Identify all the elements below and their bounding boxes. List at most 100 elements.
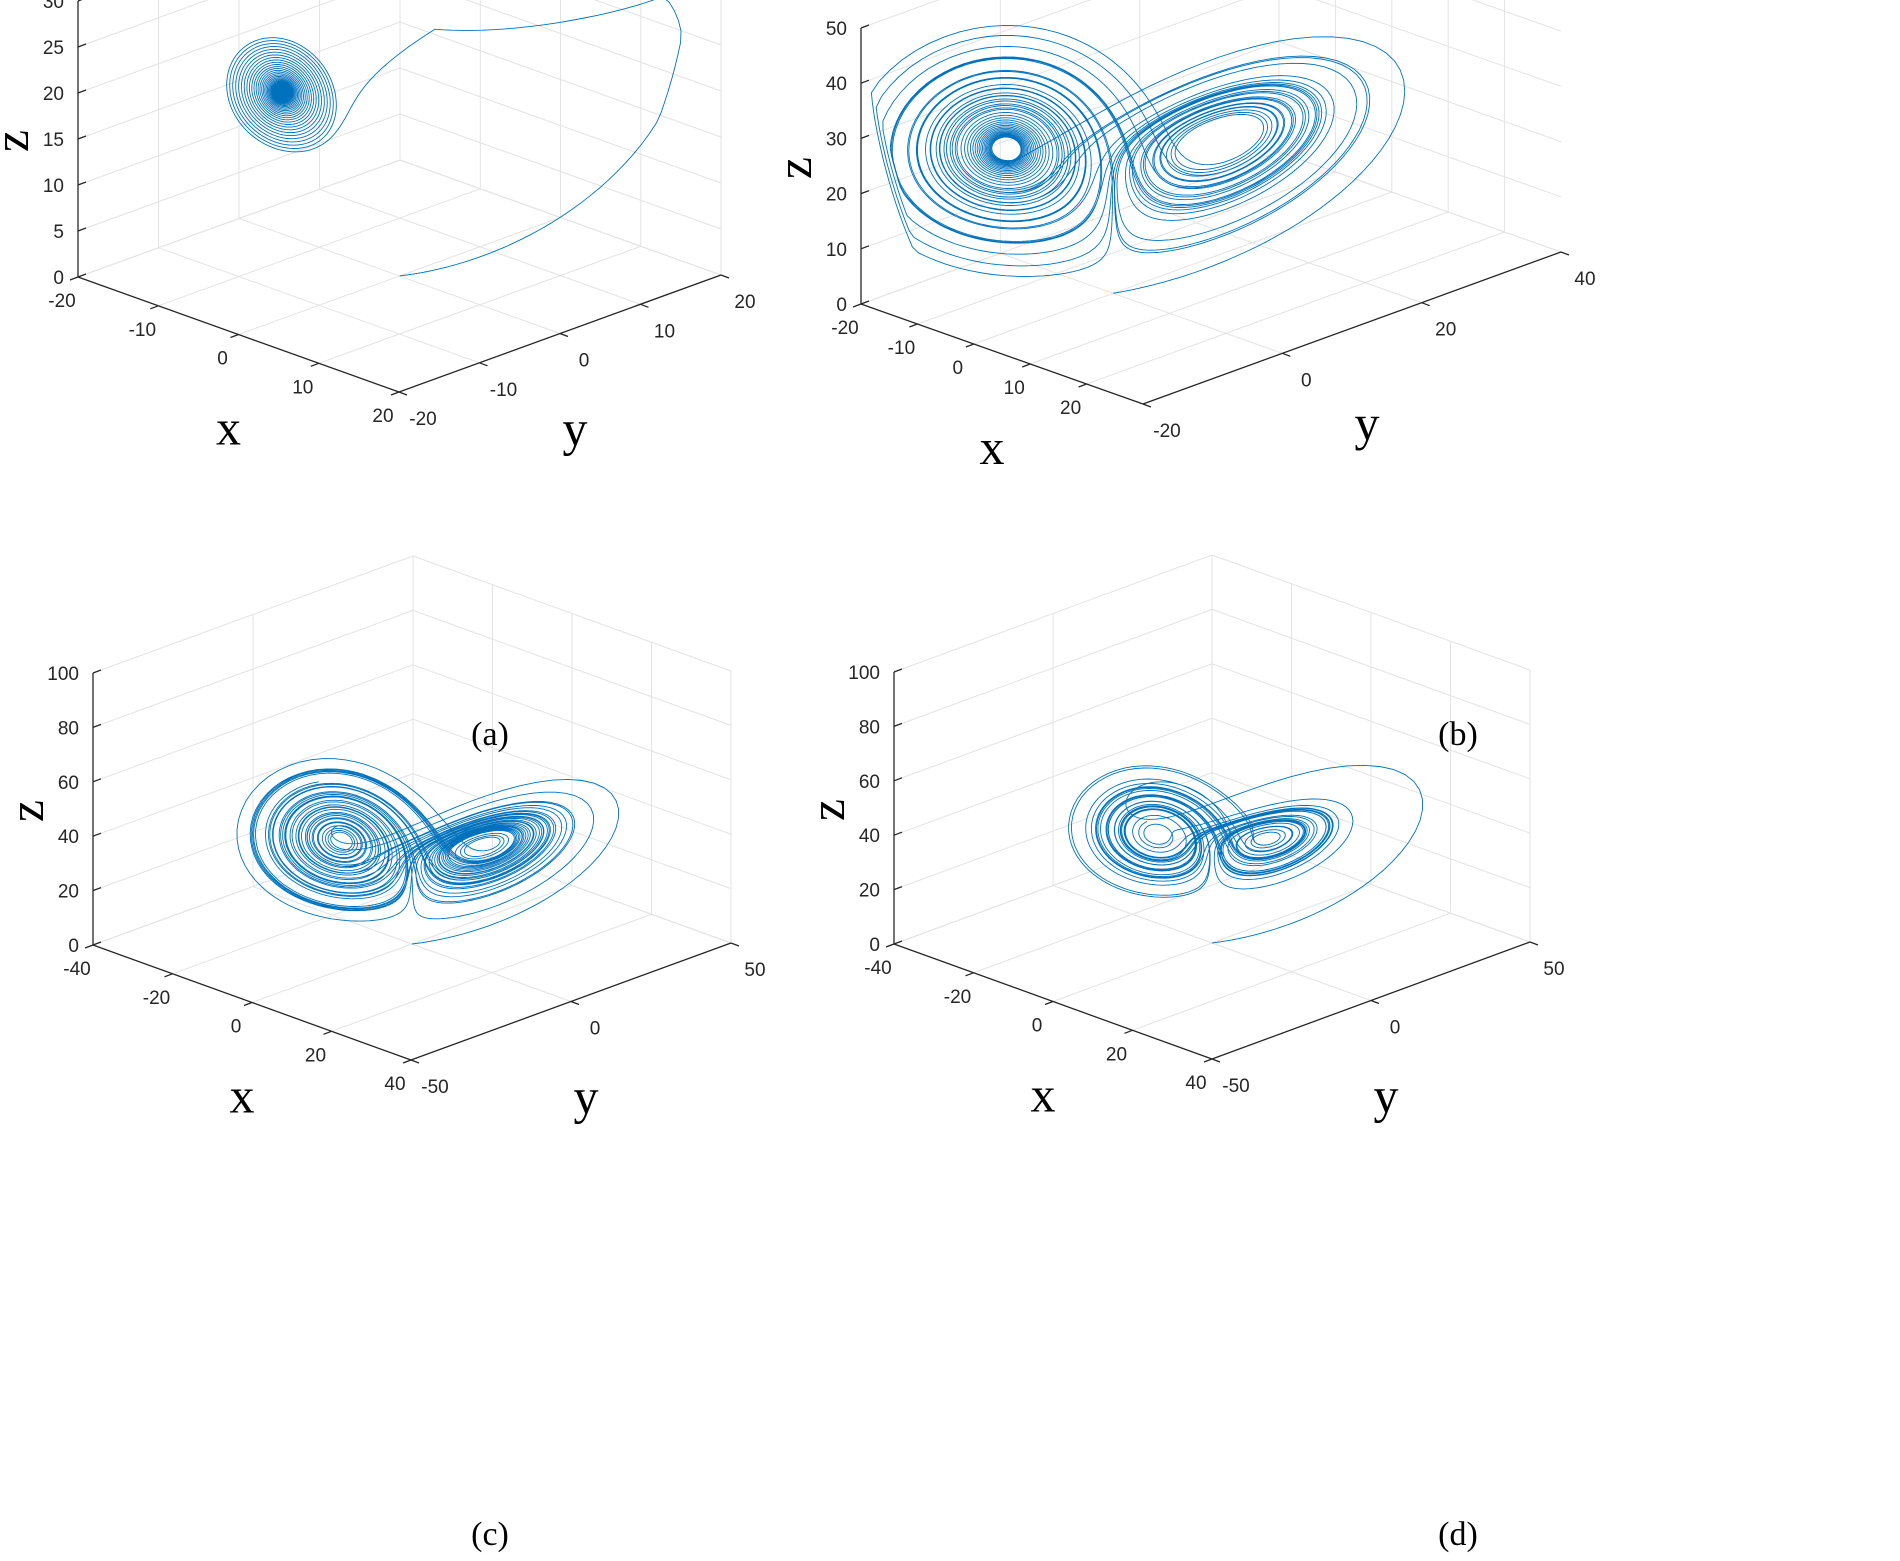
x-tick-mark xyxy=(965,343,975,348)
z-tick-mark xyxy=(92,723,102,729)
z-axis-label: z xyxy=(799,799,855,821)
z-tick-mark xyxy=(893,722,903,728)
z-tick-label: 60 xyxy=(58,773,79,794)
grid-line xyxy=(1211,608,1531,725)
grid-line xyxy=(893,772,1213,891)
y-tick-label: 50 xyxy=(744,960,765,981)
y-tick-label: -20 xyxy=(409,409,436,430)
z-tick-mark xyxy=(92,778,102,783)
x-tick-label: 40 xyxy=(1185,1073,1206,1094)
grid-line xyxy=(238,218,561,334)
z-tick-label: 20 xyxy=(859,881,880,902)
x-axis-label: x xyxy=(230,1068,255,1124)
z-tick-label: 30 xyxy=(43,0,64,13)
grid-line xyxy=(77,0,209,48)
z-axis-label: z xyxy=(0,800,54,822)
x-tick-mark xyxy=(164,973,173,978)
x-tick-label: 0 xyxy=(231,1017,242,1038)
z-tick-mark xyxy=(893,777,903,782)
grid-line xyxy=(412,664,732,781)
z-tick-label: 15 xyxy=(43,130,64,151)
grid-line xyxy=(593,0,722,46)
grid-line xyxy=(893,608,1213,727)
panel-a-caption: (a) xyxy=(471,716,509,753)
y-tick-mark xyxy=(479,362,488,367)
panel-d-caption: (d) xyxy=(1438,1516,1478,1553)
z-tick-label: 40 xyxy=(826,74,847,95)
y-tick-mark xyxy=(1560,251,1570,256)
x-tick-mark xyxy=(1078,383,1087,388)
z-tick-label: 0 xyxy=(68,936,79,957)
x-tick-label: 20 xyxy=(305,1045,326,1066)
z-tick-mark xyxy=(860,189,870,195)
grid-line xyxy=(399,67,722,184)
x-tick-label: -20 xyxy=(831,318,858,339)
x-tick-mark xyxy=(909,323,918,328)
y-tick-mark xyxy=(410,1059,420,1064)
z-tick-mark xyxy=(893,940,903,945)
z-tick-mark xyxy=(77,273,87,278)
x-axis-label: x xyxy=(216,400,241,456)
grid-line xyxy=(412,609,732,726)
x-axis-line xyxy=(860,303,1144,405)
x-tick-label: -40 xyxy=(864,958,891,979)
panel-a-plot: -20 -10 0 10 20 -20 -10 0 10 20 0 5 10 15 20 25 30 x y z xyxy=(0,0,756,457)
x-tick-mark xyxy=(852,303,862,308)
z-tick-label: 5 xyxy=(53,222,64,243)
z-tick-mark xyxy=(860,24,870,29)
y-axis-label: y xyxy=(1355,395,1380,451)
z-tick-label: 0 xyxy=(53,268,64,289)
z-tick-mark xyxy=(77,0,83,2)
trajectory-series-0 xyxy=(870,24,1406,294)
z-tick-mark xyxy=(860,134,870,140)
y-tick-mark xyxy=(720,274,730,279)
x-tick-label: 0 xyxy=(217,349,228,370)
y-tick-label: 0 xyxy=(579,351,590,372)
panel-c-plot: -40 -20 0 20 40 -50 0 50 0 20 40 60 80 100 x y z xyxy=(0,555,766,1125)
z-tick-label: 100 xyxy=(848,663,880,684)
grid-line xyxy=(92,609,414,728)
z-tick-mark xyxy=(77,89,87,94)
y-tick-label: 0 xyxy=(590,1019,601,1040)
z-tick-mark xyxy=(77,181,87,186)
y-tick-label: -50 xyxy=(1222,1076,1249,1097)
grid-line xyxy=(92,827,414,946)
grid-line xyxy=(1211,717,1531,834)
y-tick-label: -20 xyxy=(1153,421,1180,442)
x-tick-mark xyxy=(1021,363,1031,368)
grid-line xyxy=(412,555,732,672)
z-tick-mark xyxy=(77,43,87,48)
grid-line xyxy=(1315,0,1562,87)
x-tick-mark xyxy=(310,362,320,367)
x-tick-mark xyxy=(390,391,400,396)
z-tick-label: 30 xyxy=(826,129,847,150)
x-tick-label: -40 xyxy=(63,959,90,980)
z-axis-label: z xyxy=(766,157,822,179)
grid-line xyxy=(1086,231,1505,385)
y-tick-mark xyxy=(1282,352,1291,357)
grid-line xyxy=(399,21,722,138)
grid-line xyxy=(860,151,1280,305)
x-axis-label: x xyxy=(1031,1067,1056,1123)
grid-line xyxy=(319,188,641,305)
x-tick-mark xyxy=(69,276,79,281)
x-axis-label: x xyxy=(980,419,1005,475)
grid-line xyxy=(399,113,722,230)
x-tick-label: 20 xyxy=(372,406,393,427)
z-tick-mark xyxy=(92,832,102,837)
x-tick-mark xyxy=(1044,1000,1054,1006)
grid-line xyxy=(1000,252,1283,354)
x-tick-label: -10 xyxy=(888,338,915,359)
grid-line xyxy=(1211,663,1531,780)
y-axis-line xyxy=(1142,251,1562,405)
grid-line xyxy=(893,826,1213,945)
x-tick-mark xyxy=(230,333,239,339)
x-tick-label: -20 xyxy=(944,987,971,1008)
z-tick-label: 25 xyxy=(43,38,64,59)
z-tick-label: 0 xyxy=(869,935,880,956)
grid-line xyxy=(77,159,401,278)
x-tick-mark xyxy=(323,1030,332,1035)
z-tick-mark xyxy=(92,669,102,674)
